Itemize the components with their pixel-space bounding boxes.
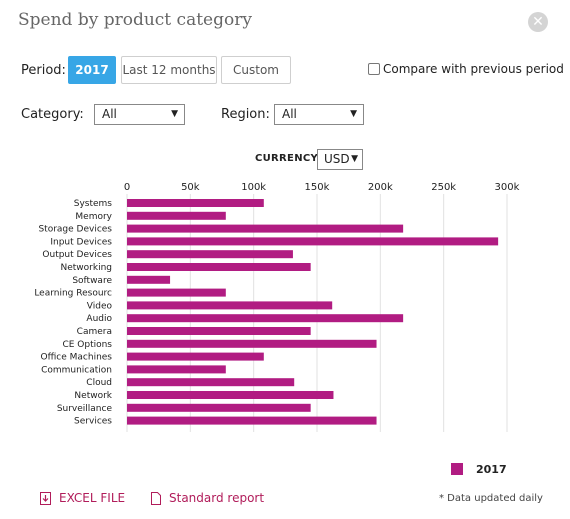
bar: [127, 327, 311, 335]
excel-file-link[interactable]: EXCEL FILE: [40, 491, 125, 505]
document-icon: [151, 491, 161, 505]
excel-file-label: EXCEL FILE: [59, 491, 126, 505]
bar: [127, 199, 264, 207]
category-label: Cloud: [86, 378, 112, 388]
category-label: Audio: [86, 314, 112, 324]
x-tick-label: 250k: [431, 182, 456, 193]
period-2017-button[interactable]: 2017: [68, 56, 116, 84]
currency-label: CURRENCY:: [255, 153, 322, 164]
category-label: Learning Resourc: [34, 289, 112, 299]
bar: [127, 211, 226, 220]
bar: [127, 403, 311, 412]
x-tick-label: 200k: [368, 182, 393, 193]
category-label: CE Options: [62, 340, 112, 350]
bar: [127, 263, 311, 271]
currency-select-value: USD: [324, 152, 350, 166]
checkbox-box[interactable]: [368, 63, 380, 75]
category-label: Category:: [21, 107, 84, 122]
bar: [127, 339, 377, 348]
bar: [127, 378, 295, 387]
x-tick-label: 50k: [181, 182, 200, 193]
bar: [127, 275, 171, 284]
close-icon[interactable]: ✕: [528, 12, 548, 32]
category-label: Systems: [74, 199, 113, 209]
x-tick-label: 150k: [305, 182, 330, 193]
currency-select[interactable]: USD ▼: [317, 149, 363, 170]
period-custom-button[interactable]: Custom: [221, 56, 291, 84]
category-label: Surveillance: [57, 404, 113, 414]
bar: [127, 365, 226, 374]
category-select-value: All: [102, 107, 117, 121]
legend-swatch: [451, 463, 463, 475]
category-label: Network: [74, 391, 112, 401]
region-select-value: All: [282, 107, 297, 121]
x-tick-label: 0: [124, 182, 130, 193]
category-label: Storage Devices: [38, 225, 112, 235]
compare-checkbox[interactable]: Compare with previous period: [368, 62, 564, 76]
data-updated-note: * Data updated daily: [439, 493, 543, 504]
chevron-down-icon: ▼: [171, 109, 178, 119]
bar: [127, 352, 264, 361]
category-label: Communication: [41, 365, 112, 375]
category-label: Input Devices: [50, 237, 112, 247]
chevron-down-icon: ▼: [351, 154, 358, 164]
category-label: Office Machines: [41, 353, 113, 363]
bar: [127, 237, 499, 246]
region-select[interactable]: All ▼: [274, 104, 364, 125]
bar: [127, 301, 333, 310]
period-last-12-months-button[interactable]: Last 12 months: [121, 56, 217, 84]
category-label: Software: [72, 276, 112, 286]
bar: [127, 250, 293, 259]
category-label: Memory: [75, 212, 112, 222]
chevron-down-icon: ▼: [350, 109, 357, 119]
standard-report-label: Standard report: [169, 491, 265, 505]
legend-label: 2017: [476, 463, 507, 476]
period-label: Period:: [21, 63, 66, 78]
bar: [127, 391, 334, 399]
bar: [127, 288, 226, 297]
download-icon: [40, 491, 51, 505]
category-select[interactable]: All ▼: [94, 104, 185, 125]
compare-label: Compare with previous period: [383, 62, 564, 76]
standard-report-link[interactable]: Standard report: [151, 491, 264, 505]
category-label: Output Devices: [42, 250, 112, 260]
bar: [127, 224, 404, 233]
category-label: Camera: [77, 327, 112, 337]
category-label: Video: [87, 301, 113, 311]
category-label: Networking: [61, 263, 113, 273]
bar: [127, 314, 404, 323]
bar: [127, 416, 377, 425]
x-tick-label: 300k: [495, 182, 520, 193]
spend-bar-chart: 0 50k 100k 150k 200k 250k 300k Systems Memory Sto…: [34, 182, 520, 432]
category-label: Services: [74, 417, 112, 427]
x-tick-label: 100k: [241, 182, 266, 193]
page-title: Spend by product category: [18, 10, 252, 30]
region-label: Region:: [221, 107, 270, 122]
